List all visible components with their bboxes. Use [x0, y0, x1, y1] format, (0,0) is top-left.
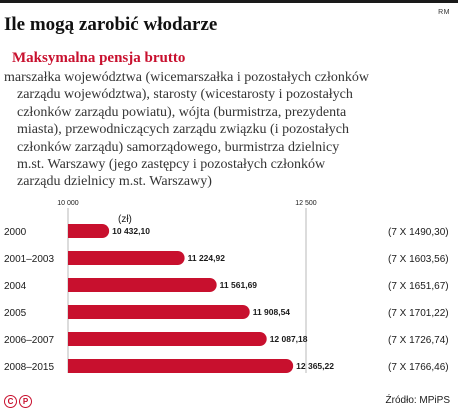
bar-base	[68, 305, 76, 319]
category-label: 2005	[4, 308, 27, 319]
bar-base	[68, 224, 76, 238]
annotation-label: (7 X 1726,74)	[388, 335, 449, 346]
bar	[68, 278, 217, 292]
description-line: marszałka województwa (wicemarszałka i p…	[4, 70, 370, 85]
bar-base	[68, 359, 76, 373]
category-label: 2001–2003	[4, 254, 54, 265]
unit-label: (zł)	[118, 214, 132, 225]
bar	[68, 305, 250, 319]
registered-icon: P	[19, 395, 32, 408]
chart-subtitle: Maksymalna pensja brutto	[12, 50, 186, 66]
category-label: 2004	[4, 281, 27, 292]
description-line: członków zarządu powiatu), wójta (burmis…	[17, 104, 347, 120]
bar-base	[68, 251, 76, 265]
value-label: 11 908,54	[253, 307, 291, 317]
category-label: 2000	[4, 227, 27, 238]
description-line: m.st. Warszawy (jego zastępcy i pozostał…	[17, 157, 326, 173]
copyright-icon: C	[4, 395, 17, 408]
value-label: 11 561,69	[220, 280, 258, 290]
axis-tick-label: 12 500	[295, 200, 317, 207]
description-line: zarządu dzielnicy m.st. Warszawy)	[17, 174, 212, 190]
value-label: 10 432,10	[112, 226, 150, 236]
annotation-label: (7 X 1603,56)	[388, 254, 449, 265]
description-line: miasta), przewodniczących zarządu związk…	[17, 122, 349, 138]
annotation-label: (7 X 1766,46)	[388, 362, 449, 373]
source-note: Źródło: MPiPS	[385, 395, 450, 406]
bar	[68, 332, 267, 346]
annotation-label: (7 X 1490,30)	[388, 227, 449, 238]
top-rule	[0, 0, 458, 3]
agency-mark: RM	[438, 9, 450, 16]
category-label: 2006–2007	[4, 335, 54, 346]
value-label: 11 224,92	[188, 253, 226, 263]
bar	[68, 359, 294, 373]
chart-description: marszałka województwa (wicemarszałka i p…	[4, 69, 454, 191]
annotation-label: (7 X 1701,22)	[388, 308, 449, 319]
bar-base	[68, 278, 76, 292]
category-label: 2008–2015	[4, 362, 54, 373]
description-line: zarządu województwa), starosty (wicestar…	[17, 87, 353, 103]
chart-title: Ile mogą zarobić włodarze	[4, 14, 218, 35]
bar-chart: 10 000 12 500 (zł) 2000 10 432,10 (7 X 1490,3…	[4, 200, 449, 373]
bar	[68, 224, 110, 238]
axis-tick-label: 10 000	[57, 200, 79, 207]
bar	[68, 251, 185, 265]
value-label: 12 087,18	[270, 334, 308, 344]
value-label: 12 365,22	[296, 361, 334, 371]
annotation-label: (7 X 1651,67)	[388, 281, 449, 292]
publisher-logo: C P	[4, 395, 32, 408]
bar-base	[68, 332, 76, 346]
description-line: członków zarządu) samorządowego, burmist…	[17, 139, 340, 155]
